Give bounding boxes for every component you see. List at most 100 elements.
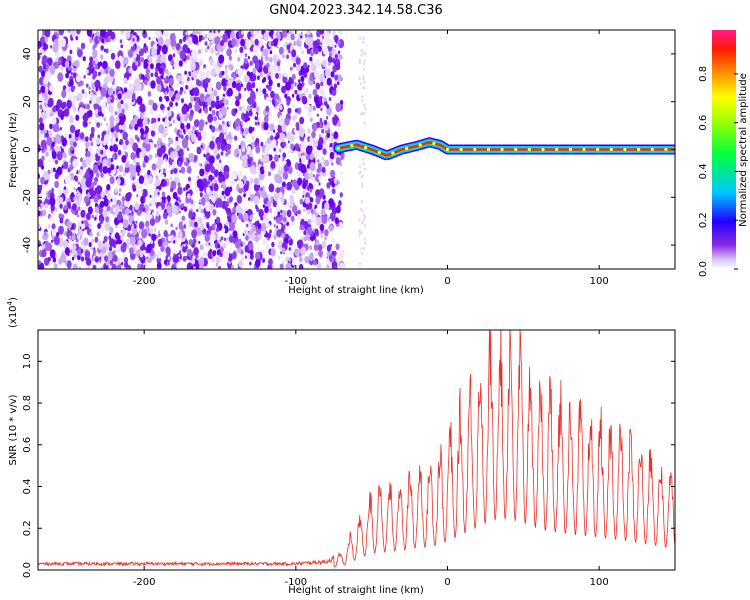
noise-speck [42, 106, 47, 112]
noise-speck [306, 48, 311, 55]
noise-speck [290, 143, 295, 150]
noise-speck [268, 75, 271, 81]
noise-speck [87, 206, 93, 215]
noise-speck [147, 209, 151, 215]
noise-speck [77, 48, 83, 58]
noise-speck [127, 232, 131, 238]
noise-speck [222, 120, 225, 125]
noise-speck [135, 61, 139, 66]
noise-speck [135, 220, 138, 224]
noise-speck [85, 136, 89, 142]
noise-speck [55, 134, 61, 144]
noise-speck [315, 196, 321, 205]
noise-speck [265, 140, 268, 145]
noise-speck [221, 78, 227, 87]
noise-speck [265, 244, 270, 251]
noise-speck [155, 48, 161, 56]
noise-speck [108, 235, 112, 240]
noise-speck [165, 78, 168, 82]
noise-speck [310, 62, 317, 72]
noise-speck [215, 216, 221, 224]
noise-speck [199, 223, 205, 231]
noise-speck [101, 38, 105, 44]
noise-speck [149, 194, 152, 198]
noise-speck [210, 233, 216, 242]
noise-speck [145, 143, 151, 152]
noise-speck [257, 169, 261, 175]
noise-speck [73, 141, 77, 148]
noise-speck [361, 209, 364, 213]
noise-speck [77, 169, 81, 174]
noise-speck [83, 75, 86, 79]
noise-speck [172, 45, 176, 51]
noise-speck [363, 167, 366, 171]
noise-speck [200, 129, 207, 139]
noise-speck [50, 204, 55, 212]
noise-speck [107, 192, 111, 198]
noise-speck [215, 128, 218, 132]
noise-speck [307, 111, 312, 118]
noise-speck [285, 185, 288, 189]
noise-speck [204, 41, 208, 46]
noise-speck [128, 67, 133, 74]
noise-speck [286, 30, 289, 34]
noise-speck [156, 76, 162, 85]
noise-speck [359, 36, 362, 40]
noise-speck [164, 219, 169, 225]
colorbar-tick-label: 0.6 [698, 115, 709, 131]
signal-track-peak [486, 147, 491, 152]
noise-speck [319, 30, 325, 35]
noise-speck [243, 229, 249, 236]
noise-speck [225, 221, 229, 227]
noise-speck [89, 91, 94, 97]
noise-speck [123, 102, 129, 111]
noise-speck [142, 162, 146, 168]
noise-speck [279, 115, 283, 120]
noise-speck [178, 210, 181, 214]
noise-speck [93, 180, 97, 186]
noise-speck [284, 117, 290, 126]
noise-speck [361, 182, 364, 186]
noise-speck [258, 209, 264, 218]
noise-speck [267, 132, 270, 136]
noise-speck [313, 149, 320, 159]
colorbar: 0.0 0.2 0.4 0.6 0.8 Normalized spectral ampl… [698, 30, 749, 277]
noise-speck [38, 223, 41, 229]
noise-speck [60, 114, 64, 120]
noise-speck [269, 50, 273, 55]
noise-speck [140, 195, 146, 204]
noise-speck [229, 138, 233, 144]
noise-speck [173, 254, 180, 263]
noise-speck [259, 166, 265, 175]
noise-speck [264, 115, 269, 123]
noise-speck [142, 44, 149, 54]
noise-speck [140, 74, 145, 80]
noise-speck [358, 233, 361, 237]
noise-speck [297, 209, 301, 215]
noise-speck [163, 168, 166, 173]
noise-speck [117, 93, 122, 100]
noise-speck [76, 195, 79, 200]
noise-speck [170, 59, 175, 67]
noise-speck [175, 93, 181, 101]
noise-speck [143, 134, 146, 138]
noise-speck [70, 146, 73, 151]
noise-speck [82, 184, 87, 191]
noise-speck [168, 77, 174, 87]
noise-speck [43, 76, 49, 85]
noise-speck [308, 41, 313, 48]
noise-speck [327, 61, 331, 66]
noise-speck [237, 56, 241, 62]
noise-speck [296, 107, 302, 115]
noise-speck [44, 30, 51, 38]
noise-speck [209, 190, 213, 197]
noise-speck [118, 115, 125, 126]
noise-speck [217, 163, 222, 170]
noise-speck [275, 72, 279, 79]
noise-speck [38, 210, 41, 217]
noise-speck [118, 187, 122, 193]
noise-speck [241, 122, 244, 126]
noise-speck [241, 30, 244, 35]
noise-speck [304, 105, 307, 110]
noise-speck [133, 57, 136, 62]
